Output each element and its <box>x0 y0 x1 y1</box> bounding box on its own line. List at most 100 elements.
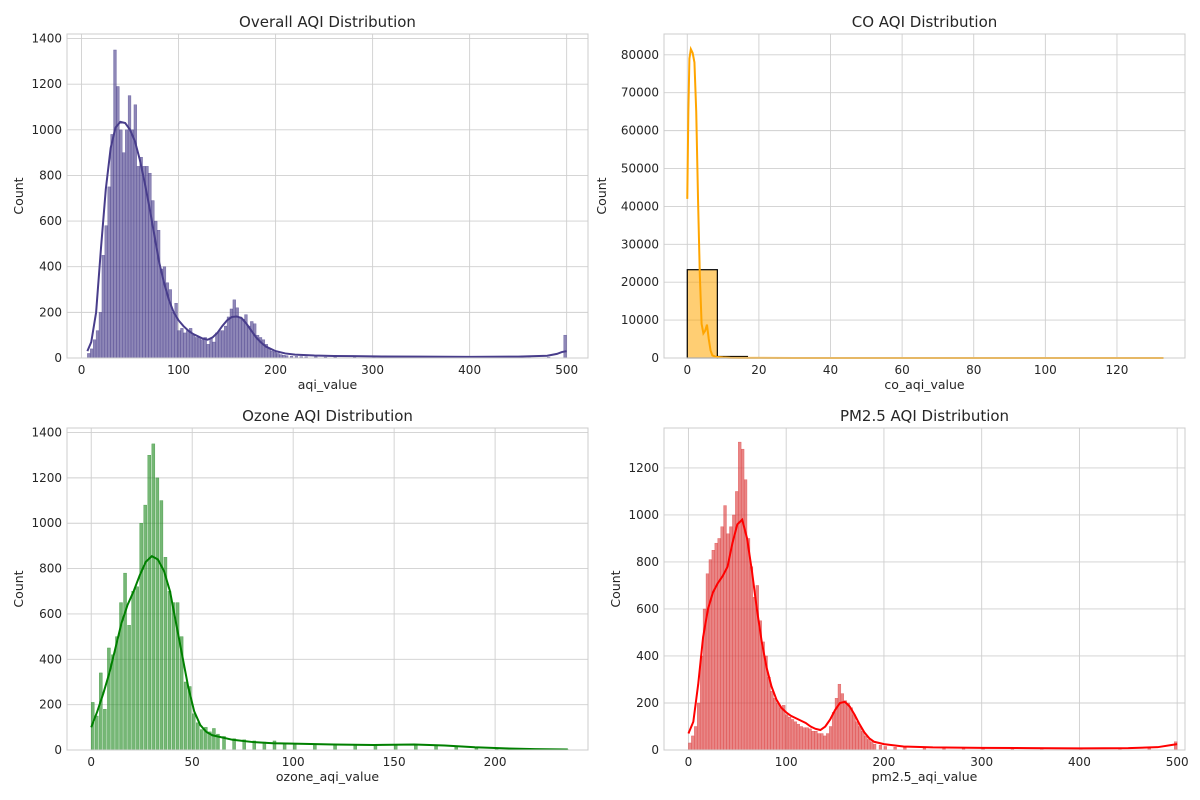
chart2-ylabel: Count <box>11 570 26 607</box>
chart0-xtick-label-2: 200 <box>264 363 287 377</box>
chart2-ytick-label-1: 200 <box>39 698 62 712</box>
chart0-bar-30 <box>174 303 178 359</box>
chart2-ytick-label-2: 400 <box>39 652 62 666</box>
chart3-bar-0 <box>688 742 692 751</box>
chart0-bar-31 <box>177 330 181 359</box>
chart0-title: Overall AQI Distribution <box>239 13 416 31</box>
chart3-bar-43 <box>814 730 818 751</box>
chart1-ytick-label-8: 80000 <box>621 48 659 62</box>
chart0-bar-48 <box>226 316 231 359</box>
chart0-bar-87 <box>563 334 567 359</box>
chart2-bar-43 <box>373 745 378 751</box>
chart2-bar-12 <box>139 523 143 751</box>
chart2-bars <box>91 443 570 751</box>
chart2-kde-line <box>90 554 568 751</box>
chart0-bar-43 <box>212 341 216 359</box>
chart3-title: PM2.5 AQI Distribution <box>840 407 1009 425</box>
chart3-bar-9 <box>714 542 718 751</box>
chart3-bar-58 <box>858 726 862 751</box>
chart3-bar-14 <box>729 526 733 751</box>
chart3-bar-17 <box>738 441 742 751</box>
chart2-title: Ozone AQI Distribution <box>242 407 413 425</box>
chart3-bar-36 <box>793 721 798 751</box>
chart0-bar-50 <box>232 299 236 359</box>
chart3-bar-27 <box>767 676 771 751</box>
chart3-ytick-label-2: 400 <box>636 649 659 663</box>
chart0-bar-33 <box>183 332 187 359</box>
chart0-bar-32 <box>180 328 184 359</box>
chart2-bar-20 <box>171 602 176 751</box>
chart0-bar-34 <box>186 330 190 359</box>
chart3-bar-20 <box>746 538 751 751</box>
chart1-ytick-label-7: 70000 <box>621 86 659 100</box>
chart0-bar-1 <box>90 348 94 359</box>
chart3-bar-53 <box>843 700 847 751</box>
chart0-bar-37 <box>194 337 199 359</box>
chart0-bar-62 <box>267 348 271 359</box>
chart3-bar-7 <box>708 559 712 751</box>
chart0-bar-42 <box>209 338 213 359</box>
chart0-bar-39 <box>200 339 204 359</box>
chart3-bar-47 <box>826 733 830 751</box>
chart3-bar-49 <box>831 712 836 751</box>
chart0-ytick-label-0: 0 <box>54 351 62 365</box>
chart3-ytick-label-5: 1000 <box>628 508 659 522</box>
chart2-bar-10 <box>131 591 135 751</box>
chart2-bar-25 <box>192 713 196 751</box>
chart3-bar-33 <box>785 714 789 751</box>
chart3-bar-18 <box>741 448 745 751</box>
chart1-axes-frame <box>663 33 1186 359</box>
chart3-bar-44 <box>817 733 821 751</box>
chart3-ytick-label-0: 0 <box>651 743 659 757</box>
chart0-bar-12 <box>122 152 126 359</box>
chart0-bar-11 <box>119 129 123 359</box>
chart3-bar-8 <box>711 550 715 751</box>
chart2-ytick-label-5: 1000 <box>31 516 62 530</box>
chart0-bar-63 <box>270 350 274 359</box>
chart1-gridlines <box>664 34 1185 359</box>
chart0-bar-51 <box>235 307 239 359</box>
chart3-bar-42 <box>811 730 815 751</box>
chart3-bar-48 <box>828 726 833 751</box>
chart2-xtick-label-3: 150 <box>383 755 406 769</box>
chart2-xtick-label-2: 100 <box>282 755 305 769</box>
chart2-bar-11 <box>135 586 139 751</box>
chart0-bar-5 <box>101 255 105 359</box>
chart3-ylabel: Count <box>608 570 623 607</box>
chart2-bar-16 <box>155 477 160 751</box>
chart0-bar-46 <box>221 330 225 359</box>
chart2-bar-46 <box>434 745 438 751</box>
chart2-xtick-label-1: 50 <box>185 755 200 769</box>
chart0-bar-41 <box>206 344 210 359</box>
chart0-bar-3 <box>95 330 100 359</box>
subplot-overall-aqi: 0 100 200 300 400 500 0 200 400 600 800 1000 1200 140… <box>11 13 589 392</box>
chart3-bar-6 <box>705 573 710 751</box>
chart3-ytick-label-6: 1200 <box>628 461 659 475</box>
chart0-bar-64 <box>273 352 277 359</box>
chart0-xtick-label-0: 0 <box>78 363 86 377</box>
chart3-bar-35 <box>790 719 795 751</box>
chart0-bar-52 <box>238 316 242 359</box>
chart0-bar-2 <box>92 339 97 359</box>
chart0-bar-6 <box>104 225 108 359</box>
chart0-bar-36 <box>191 334 196 359</box>
chart3-bar-29 <box>773 698 777 751</box>
chart1-ytick-label-6: 60000 <box>621 124 659 138</box>
chart0-ytick-label-2: 400 <box>39 260 62 274</box>
chart3-bar-46 <box>823 735 827 751</box>
chart0-bar-17 <box>136 166 140 359</box>
chart1-xlabel: co_aqi_value <box>884 377 965 392</box>
chart0-bar-44 <box>215 332 219 359</box>
chart0-bar-4 <box>98 312 103 359</box>
chart3-bars <box>688 441 1178 751</box>
chart2-bar-5 <box>111 654 115 751</box>
chart0-bar-53 <box>241 319 245 359</box>
subplot-pm25-aqi: 0 100 200 300 400 500 0 200 400 600 800 1000 1200 PM2… <box>608 407 1189 784</box>
chart2-xlabel: ozone_aqi_value <box>276 769 379 784</box>
chart0-bar-66 <box>279 354 283 359</box>
chart0-bar-18 <box>139 157 143 359</box>
chart2-ytick-label-0: 0 <box>54 743 62 757</box>
chart0-bar-15 <box>130 129 135 359</box>
chart3-bar-59 <box>861 730 865 751</box>
chart3-bar-10 <box>717 538 721 751</box>
